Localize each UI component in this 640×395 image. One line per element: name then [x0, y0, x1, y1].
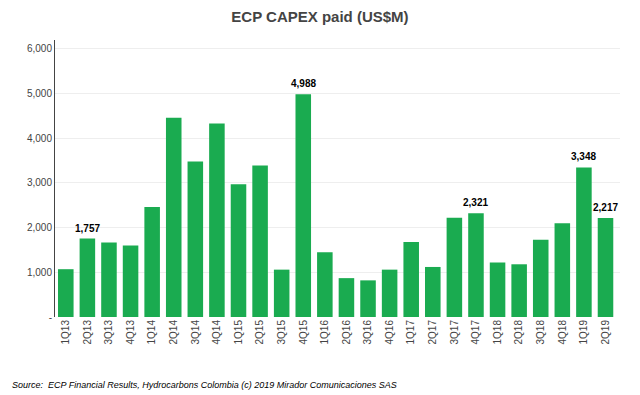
svg-text:-: -	[49, 312, 52, 323]
svg-text:4Q15: 4Q15	[298, 320, 309, 345]
svg-text:1Q15: 1Q15	[233, 320, 244, 345]
svg-text:6,000: 6,000	[27, 43, 52, 54]
svg-text:4Q17: 4Q17	[470, 320, 481, 345]
svg-text:1Q13: 1Q13	[60, 320, 71, 345]
svg-text:1Q16: 1Q16	[319, 320, 330, 345]
svg-text:ECP CAPEX paid (US$M): ECP CAPEX paid (US$M)	[231, 8, 408, 25]
svg-text:3Q16: 3Q16	[362, 320, 373, 345]
svg-text:2Q13: 2Q13	[82, 320, 93, 345]
svg-text:4Q13: 4Q13	[125, 320, 136, 345]
svg-text:4,000: 4,000	[27, 133, 52, 144]
svg-text:1,000: 1,000	[27, 267, 52, 278]
svg-text:2Q14: 2Q14	[168, 320, 179, 345]
svg-text:4Q16: 4Q16	[384, 320, 395, 345]
svg-text:3Q14: 3Q14	[190, 320, 201, 345]
svg-text:1Q14: 1Q14	[146, 320, 157, 345]
svg-text:3,348: 3,348	[571, 151, 596, 162]
svg-text:4,988: 4,988	[291, 78, 316, 89]
svg-text:2,217: 2,217	[593, 202, 618, 213]
svg-text:1Q18: 1Q18	[492, 320, 503, 345]
svg-text:2Q16: 2Q16	[341, 320, 352, 345]
svg-text:3Q18: 3Q18	[535, 320, 546, 345]
svg-text:4Q18: 4Q18	[557, 320, 568, 345]
svg-text:2Q18: 2Q18	[513, 320, 524, 345]
svg-text:1Q17: 1Q17	[405, 320, 416, 345]
svg-text:2Q15: 2Q15	[254, 320, 265, 345]
svg-text:3Q15: 3Q15	[276, 320, 287, 345]
svg-text:3Q17: 3Q17	[449, 320, 460, 345]
svg-text:2,321: 2,321	[463, 197, 488, 208]
svg-text:1,757: 1,757	[75, 223, 100, 234]
svg-text:4Q14: 4Q14	[211, 320, 222, 345]
svg-text:Source: ECP Financial Results: Source: ECP Financial Results, Hydrocarb…	[12, 380, 397, 390]
svg-text:2Q17: 2Q17	[427, 320, 438, 345]
svg-text:2,000: 2,000	[27, 222, 52, 233]
svg-text:3Q13: 3Q13	[103, 320, 114, 345]
svg-text:1Q19: 1Q19	[578, 320, 589, 345]
svg-text:2Q19: 2Q19	[600, 320, 611, 345]
svg-text:5,000: 5,000	[27, 88, 52, 99]
svg-text:3,000: 3,000	[27, 177, 52, 188]
